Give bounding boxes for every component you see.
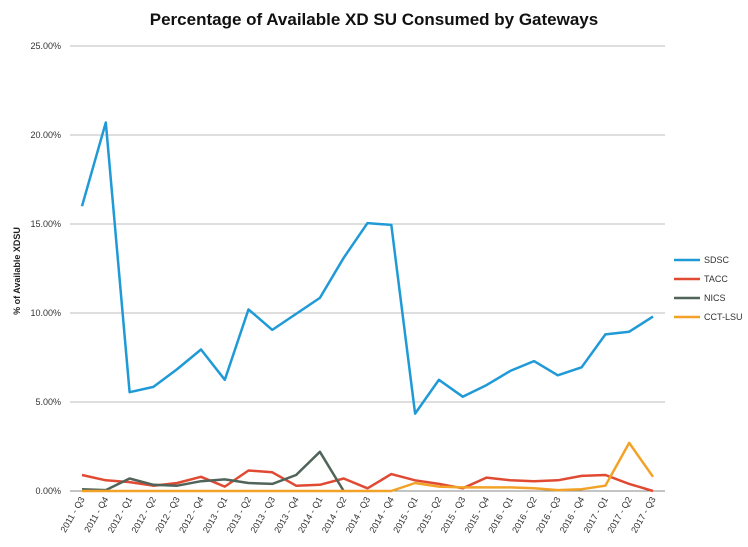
series-tacc xyxy=(81,469,654,493)
legend-label: TACC xyxy=(704,274,728,284)
series-line xyxy=(81,450,345,492)
y-tick-label: 25.00% xyxy=(30,41,61,51)
y-tick-label: 10.00% xyxy=(30,308,61,318)
series-line xyxy=(80,121,654,415)
series-sdsc xyxy=(80,121,654,415)
series-line xyxy=(81,469,654,493)
chart-title: Percentage of Available XD SU Consumed b… xyxy=(149,10,599,29)
y-tick-label: 0.00% xyxy=(35,486,61,496)
y-axis-label: % of Available XDSU xyxy=(12,227,22,315)
y-tick-label: 20.00% xyxy=(30,130,61,140)
series-line xyxy=(82,441,655,493)
y-tick-label: 15.00% xyxy=(30,219,61,229)
series-cct-lsu xyxy=(82,441,655,493)
y-tick-label: 5.00% xyxy=(35,397,61,407)
series-nics xyxy=(81,450,345,492)
legend-label: NICS xyxy=(704,293,726,303)
legend-label: SDSC xyxy=(704,255,730,265)
legend-label: CCT-LSU xyxy=(704,312,743,322)
